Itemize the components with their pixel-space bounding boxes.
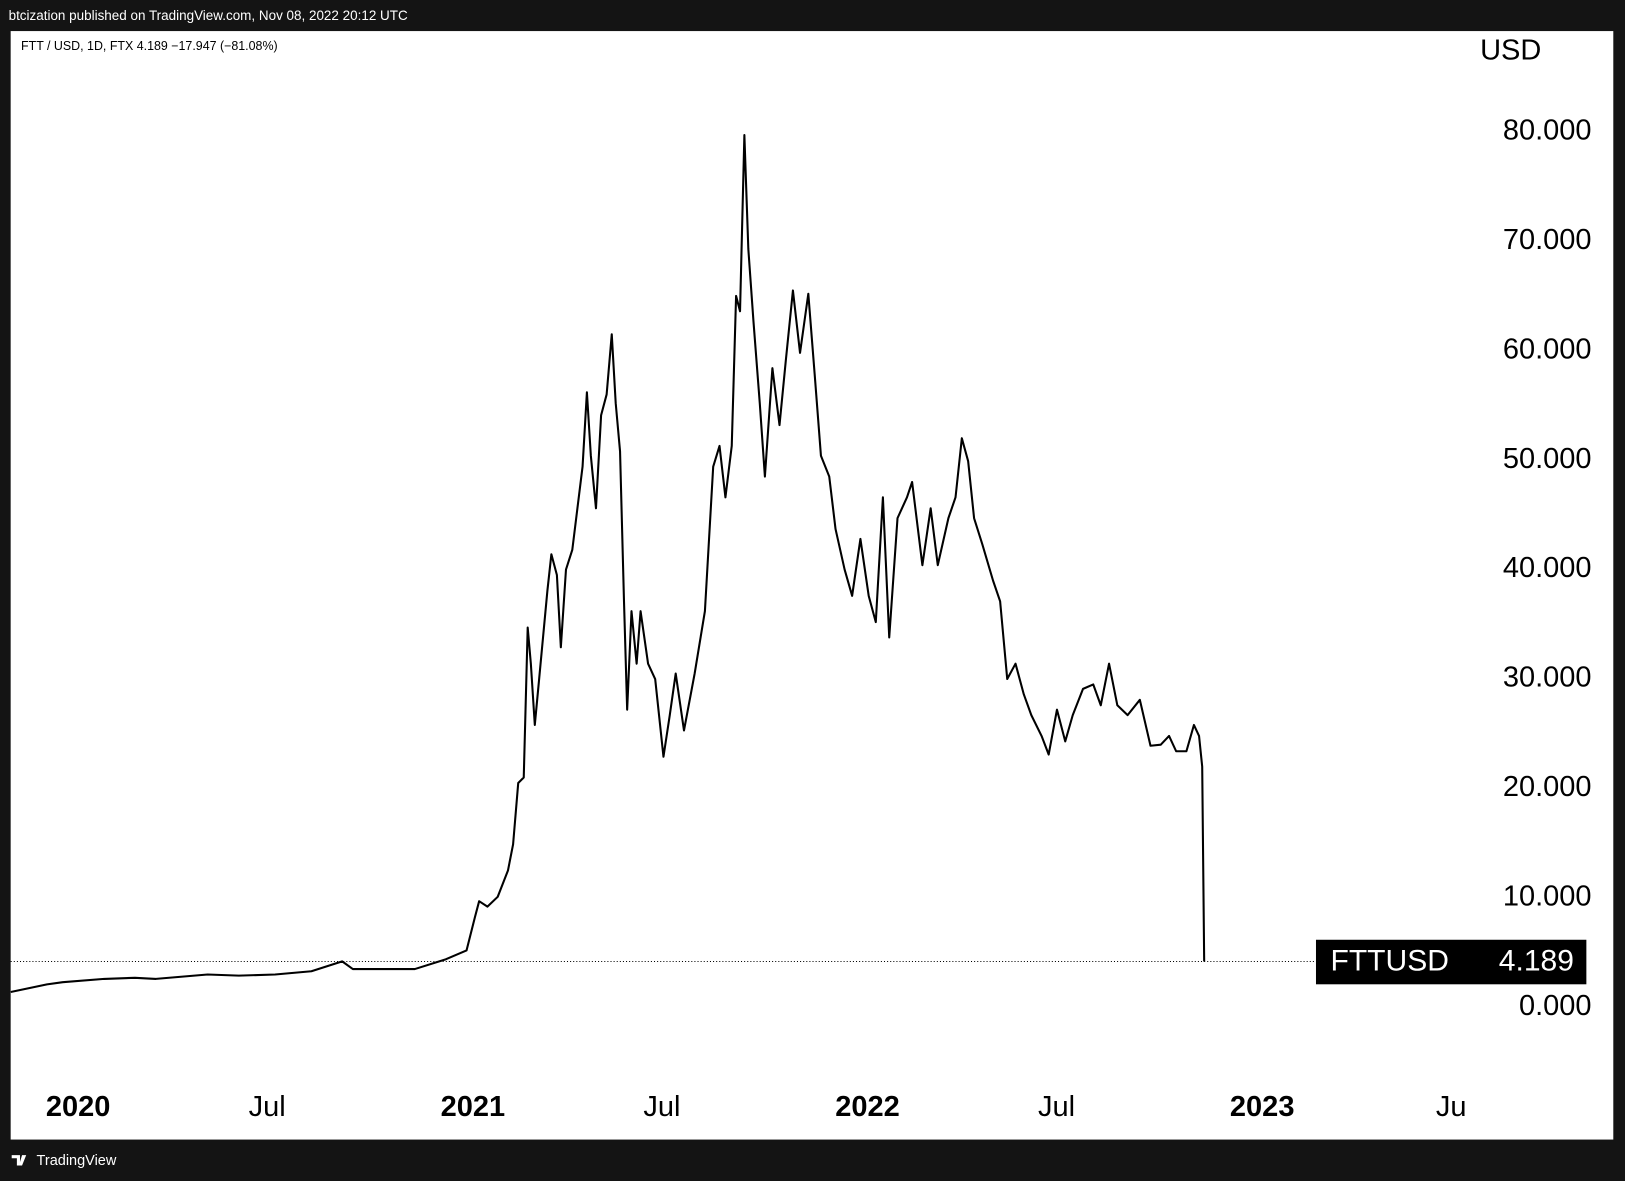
y-tick-label: 50.000 [1503,443,1592,475]
y-tick-label: 30.000 [1503,662,1592,694]
x-tick-label: 2021 [441,1091,506,1123]
footer-logo [11,1155,27,1166]
y-tick-label: 70.000 [1503,224,1592,256]
x-tick-label: Jul [1038,1091,1075,1123]
y-tick-label: 10.000 [1503,881,1592,913]
legend-text: FTT / USD, 1D, FTX 4.189 −17.947 (−81.08… [21,39,278,53]
y-tick-label: 0.000 [1519,990,1592,1022]
price-label-value: 4.189 [1499,944,1574,977]
x-tick-label: 2022 [835,1091,900,1123]
x-tick-label: Jul [249,1091,286,1123]
x-tick-label: 2020 [46,1091,111,1123]
x-tick-label: Jul [643,1091,680,1123]
published-text: btcization published on TradingView.com,… [9,8,408,23]
y-tick-label: 20.000 [1503,771,1592,803]
price-label-box [1315,939,1587,985]
y-tick-label: 40.000 [1503,552,1592,584]
y-tick-label: 80.000 [1503,114,1592,146]
x-tick-label: Ju [1436,1091,1467,1123]
price-label-symbol: FTTUSD [1330,944,1448,977]
y-tick-label: 60.000 [1503,333,1592,365]
axes: 0.000 10.000 20.000 30.000 40.000 50.000 60.00… [10,114,1592,1123]
y-axis-label: USD [1480,34,1541,66]
plot [10,134,1206,994]
x-tick-label: 2023 [1230,1091,1295,1123]
price-line [10,134,1206,994]
footer-text: TradingView [37,1153,117,1169]
